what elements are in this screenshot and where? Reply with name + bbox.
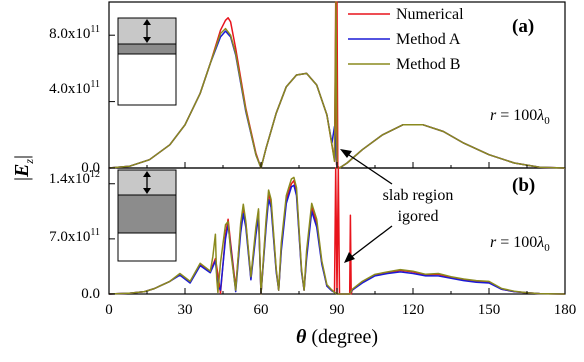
xtick-30: 30 bbox=[178, 302, 193, 318]
inset-a-arrow-down bbox=[143, 37, 151, 43]
y-axis-title: |Ez| bbox=[11, 155, 36, 181]
series-line-a-method-b bbox=[108, 1, 566, 169]
panel-b-radius-label: r = 100λ0 bbox=[490, 234, 550, 254]
inset-a-slab-layer bbox=[117, 43, 177, 55]
ytick-a-2: 8.0x1011 bbox=[49, 24, 100, 42]
ytick-b-0: 0.0 bbox=[81, 286, 100, 302]
inset-b-slab-layer bbox=[117, 194, 177, 234]
arrow-down-head bbox=[344, 252, 355, 263]
legend-label-method-b: Method B bbox=[396, 56, 460, 73]
inset-a-arrow-up bbox=[143, 19, 151, 25]
ytick-a-0: 0.0 bbox=[81, 160, 100, 176]
panel-b-label: (b) bbox=[512, 175, 535, 196]
panel-a-series bbox=[108, 1, 566, 169]
legend: Numerical Method A Method B bbox=[348, 6, 464, 73]
xtick-180: 180 bbox=[554, 302, 577, 318]
series-line-b-method-b bbox=[108, 176, 566, 295]
ytick-a-1: 4.0x1011 bbox=[49, 79, 100, 97]
panel-b-series bbox=[108, 167, 566, 295]
inset-b bbox=[117, 169, 177, 262]
ytick-b-2: 1.4x1012 bbox=[49, 169, 100, 187]
arrow-down-line bbox=[349, 225, 393, 259]
xtick-150: 150 bbox=[478, 302, 501, 318]
panel-a-radius-label: r = 100λ0 bbox=[490, 107, 550, 127]
inset-b-arrow-up bbox=[143, 171, 151, 177]
xtick-0: 0 bbox=[105, 302, 113, 318]
annotation-line-2: igored bbox=[398, 208, 439, 225]
xtick-90: 90 bbox=[330, 302, 345, 318]
ytick-b-1: 7.0x1011 bbox=[49, 227, 100, 245]
legend-label-numerical: Numerical bbox=[396, 6, 464, 23]
xtick-60: 60 bbox=[254, 302, 269, 318]
inset-b-arrow-down bbox=[143, 188, 151, 194]
panel-a-label: (a) bbox=[512, 16, 534, 37]
annotation-arrows bbox=[340, 149, 393, 263]
inset-a bbox=[117, 17, 177, 106]
x-axis-title: θ (degree) bbox=[296, 326, 378, 348]
annotation-line-1: slab region bbox=[383, 187, 454, 204]
axis-ticks bbox=[108, 34, 566, 295]
legend-label-method-a: Method A bbox=[396, 31, 461, 48]
arrow-up-head bbox=[340, 149, 352, 158]
arrow-up-line bbox=[345, 152, 393, 185]
xtick-120: 120 bbox=[402, 302, 425, 318]
